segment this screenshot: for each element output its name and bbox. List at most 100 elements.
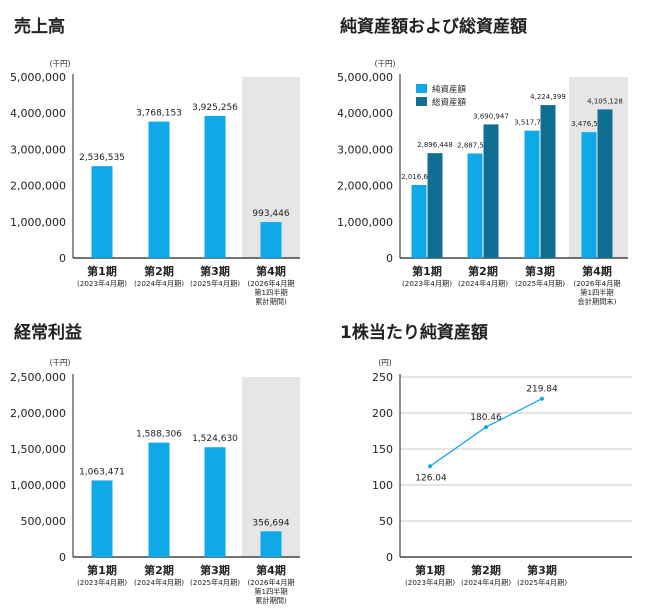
x-category-label: 第2期 (144, 264, 174, 278)
x-category-sublabel: (2026年4月期 (573, 279, 620, 288)
y-tick-label: 1,000,000 (10, 216, 66, 229)
x-category-label: 第3期 (200, 563, 230, 577)
data-label: 4,224,399 (530, 93, 566, 101)
x-category-label: 第3期 (200, 264, 230, 278)
data-label: 1,063,471 (79, 467, 125, 477)
x-category-label: 第1期 (87, 563, 117, 577)
highlight-period-background (242, 377, 300, 557)
x-category-sublabel: (2023年4月期) (402, 279, 452, 288)
x-category-sublabel: (2026年4月期 (247, 578, 294, 587)
x-category-sublabel: (2026年4月期 (247, 279, 294, 288)
y-tick-label: 5,000,000 (337, 71, 393, 84)
chart-title-ordinary-profit: 経常利益 (14, 323, 82, 343)
unit-label: (千円) (50, 357, 71, 367)
x-category-sublabel: 累計期間) (255, 596, 287, 605)
y-tick-label: 1,000,000 (337, 216, 393, 229)
x-category-sublabel: (2024年4月期) (461, 578, 511, 587)
bar (427, 153, 443, 258)
data-label: 993,446 (252, 209, 289, 219)
x-category-label: 第2期 (144, 563, 174, 577)
data-label: 3,768,153 (136, 109, 182, 119)
sales-bar-chart: (千円) 5,000,000 4,000,000 3,000,000 2,000,000… (10, 58, 300, 306)
y-tick-label: 3,000,000 (337, 143, 393, 156)
y-tick-label: 150 (372, 443, 393, 456)
unit-label: (千円) (50, 58, 71, 68)
y-tick-label: 0 (59, 551, 66, 564)
bar (91, 166, 113, 258)
y-tick-label: 4,000,000 (337, 107, 393, 120)
bar (597, 109, 613, 258)
x-category-sublabel: 第1四半期 (254, 587, 287, 596)
legend-swatch (416, 84, 427, 93)
data-label: 356,694 (252, 518, 289, 528)
y-tick-label: 0 (59, 252, 66, 265)
series-line (429, 398, 543, 467)
x-category-label: 第4期 (256, 563, 286, 577)
y-tick-label: 250 (372, 371, 393, 384)
x-category-sublabel: 第1四半期 (580, 288, 613, 297)
y-tick-label: 2,000,000 (337, 180, 393, 193)
data-label: 2,896,448 (417, 141, 453, 149)
bar (524, 130, 540, 258)
x-category-sublabel: 累計期間) (255, 297, 287, 306)
y-tick-label: 2,000,000 (10, 407, 66, 420)
x-category-sublabel: (2025年4月期) (190, 578, 240, 587)
bar (411, 184, 427, 258)
y-tick-label: 2,000,000 (10, 180, 66, 193)
data-label: 180.46 (470, 413, 502, 423)
x-category-label: 第3期 (525, 264, 555, 278)
y-tick-label: 4,000,000 (10, 107, 66, 120)
bar (91, 480, 113, 557)
x-category-sublabel: (2024年4月期) (134, 578, 184, 587)
bar (260, 222, 282, 258)
bar (540, 105, 556, 259)
x-category-label: 第4期 (256, 264, 286, 278)
x-category-sublabel: (2025年4月期) (190, 279, 240, 288)
bar (581, 132, 597, 258)
data-label: 4,105,128 (587, 97, 623, 105)
chart-title-sales: 売上高 (14, 17, 65, 37)
x-category-sublabel: (2024年4月期) (458, 279, 508, 288)
bar (204, 447, 226, 557)
x-category-label: 第1期 (415, 563, 445, 577)
y-tick-label: 2,500,000 (10, 371, 66, 384)
x-category-label: 第1期 (412, 264, 442, 278)
unit-label: (千円) (375, 58, 396, 68)
unit-label: (円) (378, 358, 391, 367)
y-tick-label: 5,000,000 (10, 71, 66, 84)
x-category-sublabel: (2025年4月期) (517, 578, 567, 587)
x-category-sublabel: (2023年4月期) (77, 578, 127, 587)
data-label: 3,690,947 (473, 112, 509, 120)
y-tick-label: 200 (372, 407, 393, 420)
data-point (540, 396, 544, 401)
y-tick-label: 50 (379, 515, 393, 528)
ordinary-profit-bar-chart: (千円) 2,500,000 2,000,000 1,500,000 1,000,000… (10, 357, 300, 605)
data-label: 126.04 (415, 473, 447, 483)
y-tick-label: 0 (386, 252, 393, 265)
bar (483, 124, 499, 258)
data-label: 1,524,630 (192, 434, 238, 444)
data-point (428, 464, 432, 469)
bar (148, 442, 170, 557)
y-tick-label: 1,500,000 (10, 443, 66, 456)
x-category-label: 第3期 (527, 563, 557, 577)
x-category-label: 第1期 (87, 264, 117, 278)
x-category-sublabel: 第1四半期 (254, 288, 287, 297)
legend-label: 総資産額 (432, 97, 467, 108)
bar (148, 121, 170, 258)
x-category-label: 第2期 (471, 563, 501, 577)
data-label: 1,588,306 (136, 430, 182, 440)
data-label: 2,016,692 (401, 173, 437, 181)
y-tick-label: 500,000 (21, 515, 67, 528)
data-point (484, 425, 488, 430)
legend-label: 純資産額 (432, 84, 467, 95)
x-category-sublabel: 会計期間末) (578, 297, 617, 306)
x-category-sublabel: (2024年4月期) (134, 279, 184, 288)
x-category-label: 第4期 (582, 264, 612, 278)
data-label: 219.84 (526, 385, 558, 395)
y-tick-label: 1,000,000 (10, 479, 66, 492)
x-category-label: 第2期 (468, 264, 498, 278)
chart-title-bps: 1株当たり純資産額 (340, 323, 488, 343)
bar (204, 115, 226, 258)
